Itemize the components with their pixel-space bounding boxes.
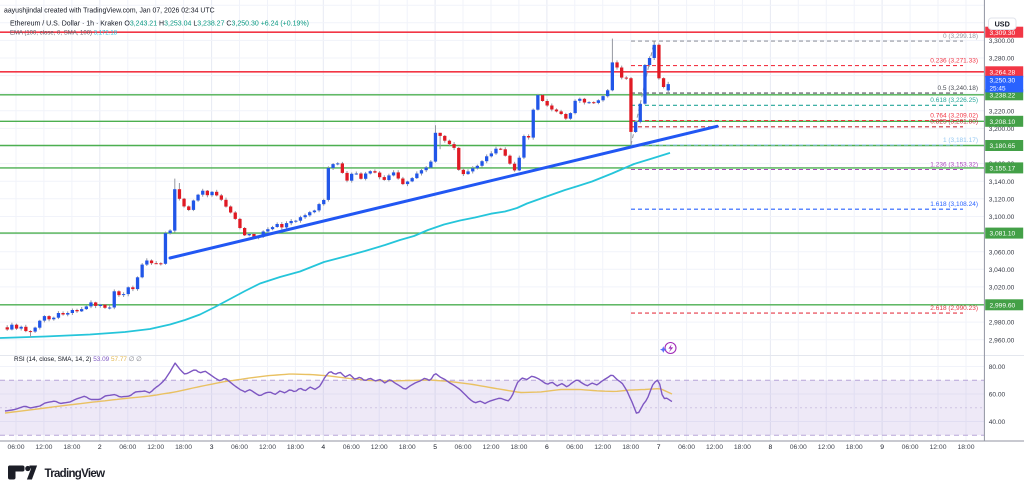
svg-text:5: 5 bbox=[433, 444, 437, 451]
svg-text:80.00: 80.00 bbox=[989, 364, 1006, 371]
svg-text:3: 3 bbox=[210, 444, 214, 451]
svg-text:1 (3,181.17): 1 (3,181.17) bbox=[943, 137, 978, 144]
svg-text:18:00: 18:00 bbox=[846, 444, 863, 451]
svg-text:2: 2 bbox=[98, 444, 102, 451]
svg-text:18:00: 18:00 bbox=[175, 444, 192, 451]
svg-text:3,200.00: 3,200.00 bbox=[989, 126, 1015, 133]
svg-text:06:00: 06:00 bbox=[790, 444, 807, 451]
svg-text:40.00: 40.00 bbox=[989, 419, 1006, 426]
svg-text:3,140.00: 3,140.00 bbox=[989, 179, 1015, 186]
svg-text:12:00: 12:00 bbox=[929, 444, 946, 451]
svg-text:18:00: 18:00 bbox=[734, 444, 751, 451]
svg-text:0.236 (3,271.33): 0.236 (3,271.33) bbox=[930, 57, 978, 64]
svg-text:12:00: 12:00 bbox=[147, 444, 164, 451]
svg-text:3,280.00: 3,280.00 bbox=[989, 56, 1015, 63]
svg-text:18:00: 18:00 bbox=[957, 444, 974, 451]
svg-text:06:00: 06:00 bbox=[678, 444, 695, 451]
svg-text:3,060.00: 3,060.00 bbox=[989, 249, 1015, 256]
svg-text:06:00: 06:00 bbox=[566, 444, 583, 451]
svg-text:18:00: 18:00 bbox=[63, 444, 80, 451]
svg-text:TradingView: TradingView bbox=[45, 468, 106, 480]
svg-text:2,960.00: 2,960.00 bbox=[989, 337, 1015, 344]
svg-text:3,264.28: 3,264.28 bbox=[990, 69, 1016, 76]
svg-text:3,100.00: 3,100.00 bbox=[989, 214, 1015, 221]
svg-text:06:00: 06:00 bbox=[902, 444, 919, 451]
svg-text:3,180.65: 3,180.65 bbox=[990, 143, 1016, 150]
svg-text:0.825 (3,201.80): 0.825 (3,201.80) bbox=[930, 119, 978, 126]
svg-text:RSI (14, close, SMA, 14, 2) 53: RSI (14, close, SMA, 14, 2) 53.09 57.77 … bbox=[14, 356, 142, 363]
svg-text:18:00: 18:00 bbox=[510, 444, 527, 451]
svg-text:3,020.00: 3,020.00 bbox=[989, 285, 1015, 292]
svg-text:3,309.30: 3,309.30 bbox=[990, 30, 1016, 37]
svg-text:7: 7 bbox=[657, 444, 661, 451]
svg-text:3,040.00: 3,040.00 bbox=[989, 267, 1015, 274]
svg-text:USD: USD bbox=[995, 19, 1010, 28]
svg-text:2,999.60: 2,999.60 bbox=[990, 302, 1016, 309]
svg-text:18:00: 18:00 bbox=[399, 444, 416, 451]
svg-text:0.5 (3,240.18): 0.5 (3,240.18) bbox=[938, 85, 978, 92]
svg-text:2.618 (2,990.23): 2.618 (2,990.23) bbox=[930, 305, 978, 312]
svg-text:06:00: 06:00 bbox=[119, 444, 136, 451]
svg-text:60.00: 60.00 bbox=[989, 392, 1006, 399]
svg-text:06:00: 06:00 bbox=[454, 444, 471, 451]
svg-text:1.236 (3,153.32): 1.236 (3,153.32) bbox=[930, 161, 978, 168]
svg-text:3,300.00: 3,300.00 bbox=[989, 38, 1015, 45]
svg-text:3,120.00: 3,120.00 bbox=[989, 196, 1015, 203]
svg-text:18:00: 18:00 bbox=[622, 444, 639, 451]
svg-text:8: 8 bbox=[769, 444, 773, 451]
svg-text:12:00: 12:00 bbox=[482, 444, 499, 451]
svg-text:12:00: 12:00 bbox=[371, 444, 388, 451]
svg-text:0 (3,299.18): 0 (3,299.18) bbox=[943, 33, 978, 40]
svg-text:aayushjindal created with Trad: aayushjindal created with TradingView.co… bbox=[4, 8, 215, 15]
svg-text:9: 9 bbox=[880, 444, 884, 451]
svg-text:3,081.10: 3,081.10 bbox=[990, 231, 1016, 238]
svg-text:12:00: 12:00 bbox=[818, 444, 835, 451]
svg-text:06:00: 06:00 bbox=[7, 444, 24, 451]
svg-text:3,220.00: 3,220.00 bbox=[989, 108, 1015, 115]
svg-text:06:00: 06:00 bbox=[231, 444, 248, 451]
svg-text:06:00: 06:00 bbox=[343, 444, 360, 451]
svg-text:12:00: 12:00 bbox=[259, 444, 276, 451]
svg-text:0.618 (3,226.25): 0.618 (3,226.25) bbox=[930, 97, 978, 104]
svg-text:6: 6 bbox=[545, 444, 549, 451]
svg-text:12:00: 12:00 bbox=[594, 444, 611, 451]
svg-text:25:45: 25:45 bbox=[990, 86, 1006, 93]
svg-text:2,980.00: 2,980.00 bbox=[989, 320, 1015, 327]
svg-text:3,238.22: 3,238.22 bbox=[990, 92, 1016, 99]
svg-text:12:00: 12:00 bbox=[706, 444, 723, 451]
svg-text:18:00: 18:00 bbox=[287, 444, 304, 451]
svg-text:4: 4 bbox=[321, 444, 325, 451]
svg-text:3,155.17: 3,155.17 bbox=[990, 166, 1016, 173]
svg-text:EMA (100, close, 0, SMA, 100): EMA (100, close, 0, SMA, 100) 3,172.18 bbox=[10, 30, 118, 36]
svg-text:12:00: 12:00 bbox=[35, 444, 52, 451]
svg-text:Ethereum / U.S. Dollar · 1h ·: Ethereum / U.S. Dollar · 1h · Kraken O3,… bbox=[10, 21, 309, 28]
svg-text:1.618 (3,108.24): 1.618 (3,108.24) bbox=[930, 201, 978, 208]
svg-text:3,250.30: 3,250.30 bbox=[990, 78, 1016, 85]
svg-text:0.764 (3,209.02): 0.764 (3,209.02) bbox=[930, 112, 978, 119]
svg-text:3,208.10: 3,208.10 bbox=[990, 119, 1016, 126]
